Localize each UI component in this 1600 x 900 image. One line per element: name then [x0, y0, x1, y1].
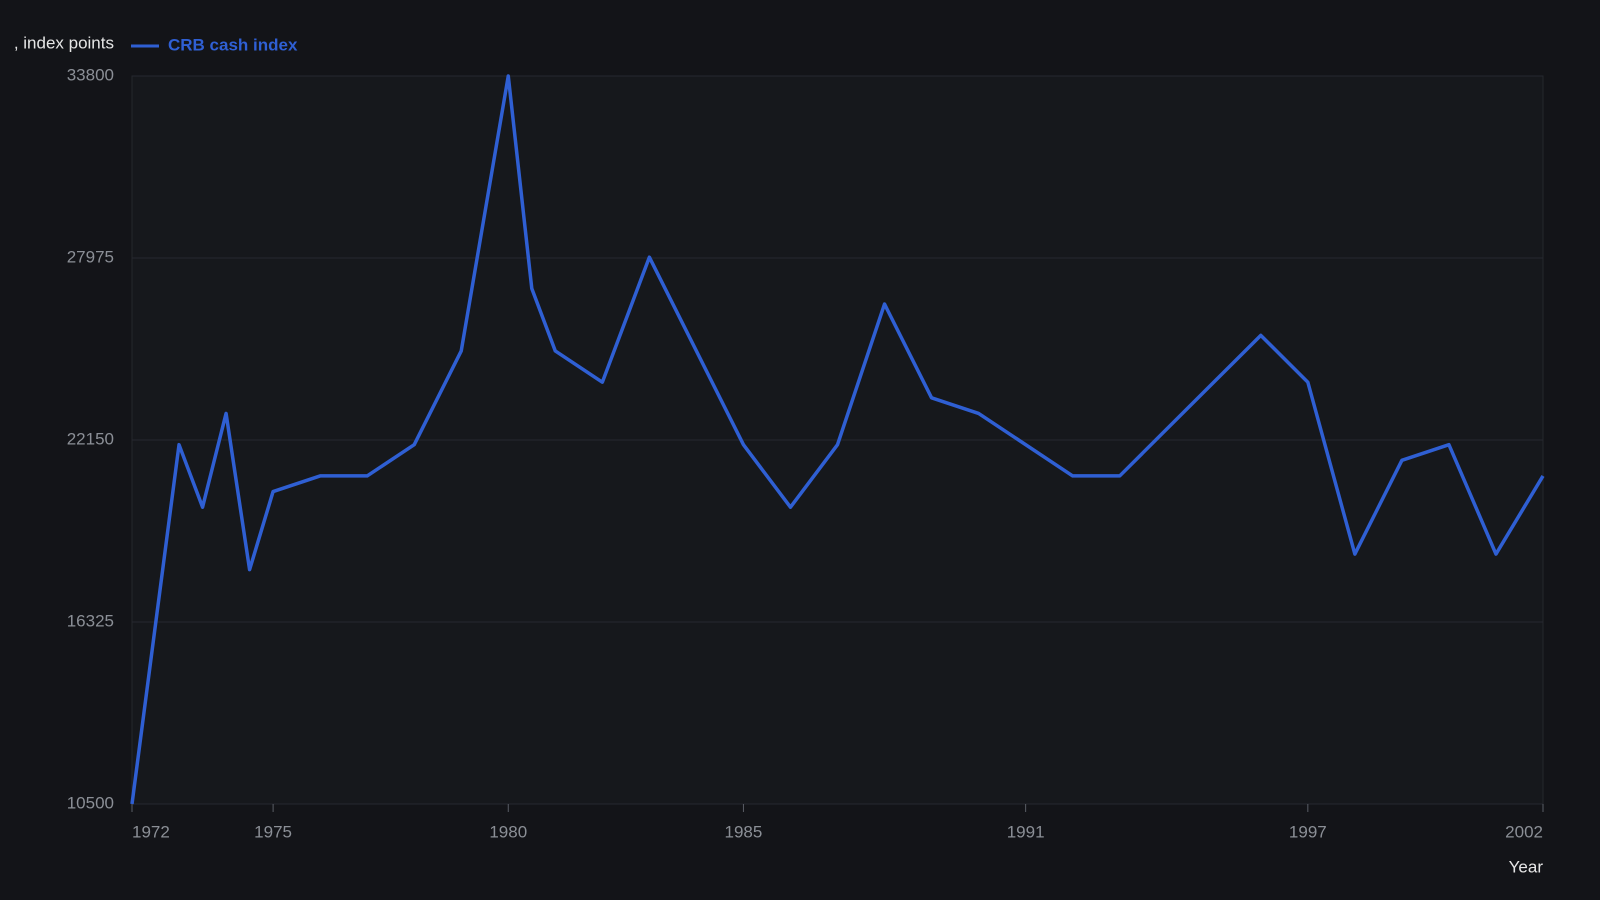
y-tick-label: 10500: [67, 793, 114, 812]
y-tick-label: 27975: [67, 247, 114, 266]
x-tick-label: 1991: [1007, 822, 1045, 841]
x-tick-label: 1997: [1289, 822, 1327, 841]
x-tick-label: 2002: [1505, 822, 1543, 841]
x-tick-label: 1975: [254, 822, 292, 841]
y-axis-label: , index points: [14, 33, 114, 52]
x-tick-label: 1985: [725, 822, 763, 841]
y-tick-label: 22150: [67, 429, 114, 448]
y-tick-label: 16325: [67, 611, 114, 630]
y-tick-label: 33800: [67, 65, 114, 84]
legend-label: CRB cash index: [168, 35, 298, 54]
x-tick-label: 1980: [489, 822, 527, 841]
data-line: [130, 74, 1545, 805]
x-tick-label: 1972: [132, 822, 170, 841]
x-axis-label: Year: [1509, 857, 1544, 876]
